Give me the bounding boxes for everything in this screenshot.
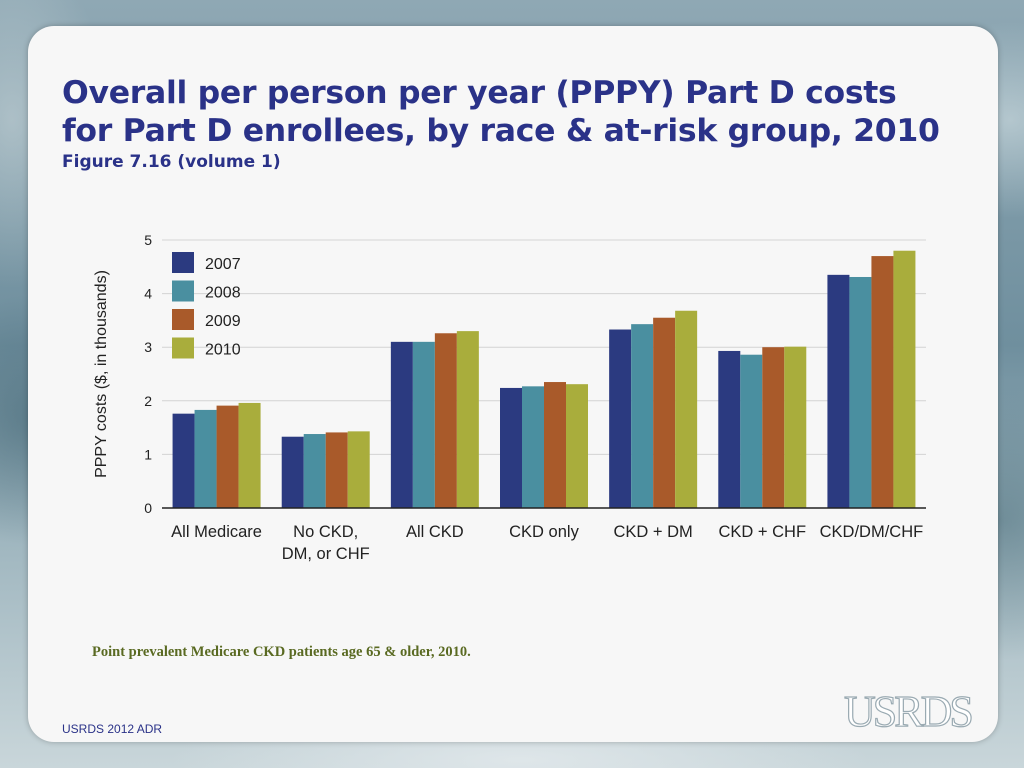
footnote: Point prevalent Medicare CKD patients ag…: [92, 644, 471, 660]
bar-2010: [456, 331, 479, 508]
bar-2009: [871, 256, 894, 508]
x-category-label: All CKD: [406, 523, 464, 541]
slide-title: Overall per person per year (PPPY) Part …: [62, 74, 982, 150]
x-category-label: CKD only: [509, 523, 579, 541]
usrds-logo: USRDS: [843, 686, 975, 736]
bar-2007: [172, 413, 195, 508]
bar-2009: [325, 432, 348, 508]
x-category-label: CKD + CHF: [719, 523, 807, 541]
bar-2008: [740, 354, 763, 508]
y-tick-label: 4: [144, 286, 152, 302]
bar-2010: [347, 431, 370, 508]
legend-label: 2010: [205, 342, 241, 359]
bar-2008: [631, 324, 654, 508]
bar-2008: [412, 341, 435, 508]
bar-2007: [827, 274, 850, 508]
x-category-label: CKD/DM/CHF: [820, 523, 924, 541]
bar-2008: [522, 386, 544, 508]
bar-2009: [434, 333, 457, 508]
bar-2009: [216, 405, 239, 508]
source-label: USRDS 2012 ADR: [62, 722, 163, 736]
bar-2008: [849, 276, 872, 508]
bar-2007: [500, 387, 522, 508]
bar-2007: [281, 436, 304, 508]
bar-2010: [238, 402, 261, 508]
legend-label: 2008: [205, 285, 241, 302]
y-tick-label: 1: [144, 446, 152, 462]
y-tick-label: 2: [144, 393, 152, 409]
x-category-label: All Medicare: [171, 523, 262, 541]
y-axis-label: PPPY costs ($, in thousands): [93, 270, 110, 478]
legend-label: 2007: [205, 256, 241, 273]
x-category-label: CKD + DM: [613, 523, 692, 541]
usrds-logo-text: USRDS: [844, 687, 971, 736]
y-tick-label: 0: [144, 500, 152, 516]
bar-2009: [544, 382, 566, 508]
legend-label: 2009: [205, 313, 241, 330]
bar-2010: [893, 250, 916, 508]
legend-swatch-2008: [172, 280, 194, 302]
y-tick-label: 5: [144, 232, 152, 248]
legend-swatch-2010: [172, 337, 194, 359]
bar-2010: [784, 346, 807, 508]
bar-2010: [675, 310, 698, 508]
slide-title-line2: for Part D enrollees, by race & at-risk …: [62, 113, 940, 149]
x-category-label: No CKD, DM, or CHF: [282, 523, 370, 563]
legend-swatch-2009: [172, 309, 194, 330]
bar-2008: [194, 409, 217, 508]
y-tick-label: 3: [144, 339, 152, 355]
bar-2010: [566, 384, 588, 508]
bar-2007: [609, 329, 632, 508]
bar-2009: [653, 317, 676, 508]
bar-2007: [390, 341, 413, 508]
bar-2008: [303, 434, 326, 508]
bar-2009: [762, 347, 785, 508]
figure-subtitle: Figure 7.16 (volume 1): [62, 152, 281, 172]
slide-title-line1: Overall per person per year (PPPY) Part …: [62, 75, 897, 111]
legend-swatch-2007: [172, 252, 194, 273]
bar-2007: [718, 350, 741, 508]
